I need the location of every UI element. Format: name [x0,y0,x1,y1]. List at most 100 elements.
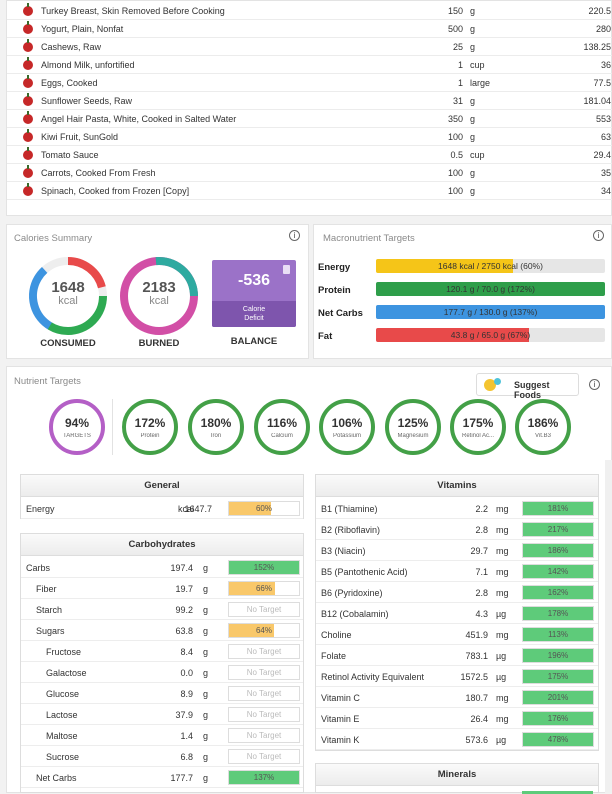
ring-percent: 175% [462,416,494,430]
food-unit: g [470,114,476,124]
nutrient-name: Lactose [46,710,78,720]
nutrient-row[interactable]: Folate 783.1 µg 196% [316,645,598,666]
nutrient-row[interactable]: Choline 451.9 mg 113% [316,624,598,645]
nutrient-row[interactable]: Lactose 37.9 g No Target [21,704,303,725]
nutrient-progress-fill [523,523,593,536]
nutrient-ring[interactable]: 116% Calcium [254,399,310,455]
nutrient-progress-bar: 201% [522,690,594,705]
nutrient-row[interactable]: Sugars 63.8 g 64% [21,620,303,641]
nutrient-ring[interactable]: 94% TARGETS [49,399,105,455]
food-row[interactable]: Sunflower Seeds, Raw 31 g 181.04 [7,92,612,110]
apple-icon [23,147,33,160]
nutrient-value: 6.8 [180,752,193,762]
food-amount: 350 [447,114,463,124]
nutrient-ring[interactable]: 175% Retinol Ac... [450,399,506,455]
nutrient-row[interactable]: Sucrose 6.8 g No Target [21,746,303,767]
nutrient-unit: mg [496,693,509,703]
nutrient-row[interactable]: B5 (Pantothenic Acid) 7.1 mg 142% [316,561,598,582]
food-name: Turkey Breast, Skin Removed Before Cooki… [41,6,225,16]
nutrient-row[interactable]: B6 (Pyridoxine) 2.8 mg 162% [316,582,598,603]
nutrient-unit: mg [496,546,509,556]
nutrient-row[interactable]: Net Carbs 177.7 g 137% [21,767,303,788]
balance-sub-line1: Calorie [242,306,266,313]
food-row[interactable]: Kiwi Fruit, SunGold 100 g 63 [7,128,612,146]
nutrient-value: 2.8 [475,588,488,598]
nutrient-row[interactable]: B1 (Thiamine) 2.2 mg 181% [316,498,598,519]
nutrient-progress-fill [523,544,593,557]
food-kcal: 35 [600,168,611,178]
nutrient-name: Carbs [26,563,51,573]
ring-name: Iron [210,433,222,439]
nutrient-value: 63.8 [175,626,193,636]
nutrient-ring[interactable]: 172% Protein [122,399,178,455]
nutrient-row[interactable]: Carbs 197.4 g 152% [21,557,303,578]
nutrient-value: 4.3 [475,609,488,619]
nutrient-name: Glucose [46,689,80,699]
macro-bar: 120.1 g / 70.0 g (172%) [376,282,605,296]
food-row[interactable]: Cashews, Raw 25 g 138.25 [7,38,612,56]
nutrient-progress-text: 175% [547,672,569,681]
nutrient-value: 29.7 [470,546,488,556]
food-row[interactable]: Yogurt, Plain, Nonfat 500 g 280 [7,20,612,38]
nutrient-row[interactable]: Fructose 8.4 g No Target [21,641,303,662]
nutrient-row[interactable]: Energy 1647.7 kcal 60% [21,498,303,519]
nutrient-unit: g [203,689,209,699]
nutrient-unit: mg [496,714,509,724]
ring-name: Calcium [271,433,293,439]
nutrient-progress-fill [523,691,593,704]
nutrient-progress-text: 137% [253,773,275,782]
nutrient-unit: µg [496,651,507,661]
info-icon[interactable]: i [289,230,300,241]
nutrient-progress-bar: 196% [522,648,594,663]
nutrient-row[interactable]: B2 (Riboflavin) 2.8 mg 217% [316,519,598,540]
nutrient-name: B5 (Pantothenic Acid) [321,567,408,577]
food-row[interactable]: Spinach, Cooked from Frozen [Copy] 100 g 34 [7,182,612,200]
nutrient-row[interactable]: Vitamin K 573.6 µg 478% [316,729,598,750]
nutrient-ring[interactable]: 125% Magnesium [385,399,441,455]
nutrient-ring[interactable]: 180% Iron [188,399,244,455]
nutrient-row[interactable]: Vitamin C 180.7 mg 201% [316,687,598,708]
food-amount: 1 [457,78,463,88]
food-unit: g [470,6,476,16]
food-name: Tomato Sauce [41,150,99,160]
info-icon[interactable]: i [593,230,604,241]
nutrient-row[interactable]: B12 (Cobalamin) 4.3 µg 178% [316,603,598,624]
food-kcal: 36 [600,60,611,70]
nutrient-progress-text: No Target [246,731,282,740]
nutrient-row[interactable]: Retinol Activity Equivalent 1572.5 µg 175% [316,666,598,687]
food-row[interactable]: Turkey Breast, Skin Removed Before Cooki… [7,2,612,20]
nutrient-name: Net Carbs [36,773,77,783]
suggest-foods-button[interactable]: Suggest Foods [476,373,579,400]
nutrient-row[interactable]: Maltose 1.4 g No Target [21,725,303,746]
nutrient-row[interactable]: B3 (Niacin) 29.7 mg 186% [316,540,598,561]
info-icon[interactable]: i [589,379,600,390]
apple-icon [23,165,33,178]
nutrient-unit: g [203,752,209,762]
carbohydrates-title: Carbohydrates [21,534,303,556]
food-row[interactable]: Almond Milk, unfortified 1 cup 36 [7,56,612,74]
nutrient-row[interactable]: Vitamin E 26.4 mg 176% [316,708,598,729]
nutrient-name: Choline [321,630,352,640]
nutrient-row[interactable]: Galactose 0.0 g No Target [21,662,303,683]
nutrient-progress-fill [523,502,593,515]
scrollbar[interactable] [605,460,612,793]
nutrient-ring[interactable]: 186% Vit.B3 [515,399,571,455]
nutrient-progress-bar: 178% [522,606,594,621]
nutrient-unit: mg [496,588,509,598]
food-row[interactable]: Angel Hair Pasta, White, Cooked in Salte… [7,110,612,128]
food-kcal: 34 [600,186,611,196]
food-row[interactable]: Tomato Sauce 0.5 cup 29.4 [7,146,612,164]
food-amount: 31 [452,96,463,106]
food-row[interactable]: Eggs, Cooked 1 large 77.5 [7,74,612,92]
nutrient-row[interactable]: Fiber 19.7 g 66% [21,578,303,599]
suggest-icon [484,379,496,391]
food-row[interactable]: Carrots, Cooked From Fresh 100 g 35 [7,164,612,182]
nutrient-ring[interactable]: 106% Potassium [319,399,375,455]
food-kcal: 138.25 [583,42,611,52]
nutrient-progress-bar: 152% [228,560,300,575]
nutrient-row[interactable]: Glucose 8.9 g No Target [21,683,303,704]
macro-bar-text: 120.1 g / 70.0 g (172%) [446,284,535,294]
nutrient-row[interactable]: Starch 99.2 g No Target [21,599,303,620]
nutrient-progress-bar: 60% [228,501,300,516]
food-unit: g [470,132,476,142]
